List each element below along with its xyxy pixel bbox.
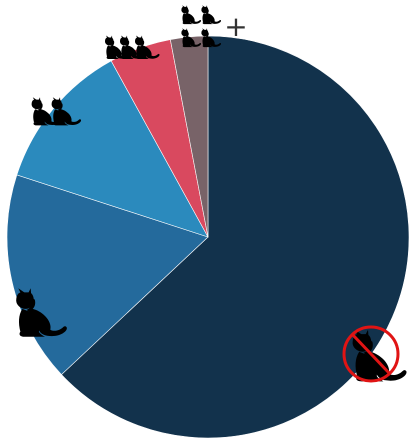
plus-label: + [224, 10, 247, 43]
pie-slice-no-cat [61, 35, 410, 439]
pie-slice-two-cats [16, 60, 209, 238]
slice-label-no-cat [342, 325, 407, 383]
prohibited-slash-icon [350, 332, 392, 376]
slice-label-four-plus-cats: + [181, 5, 248, 48]
prohibited-icon [342, 325, 400, 383]
cat-icon [201, 5, 222, 25]
pie-slice-cat [6, 174, 209, 376]
cat-icon [181, 5, 202, 25]
pie-slices [6, 35, 410, 439]
